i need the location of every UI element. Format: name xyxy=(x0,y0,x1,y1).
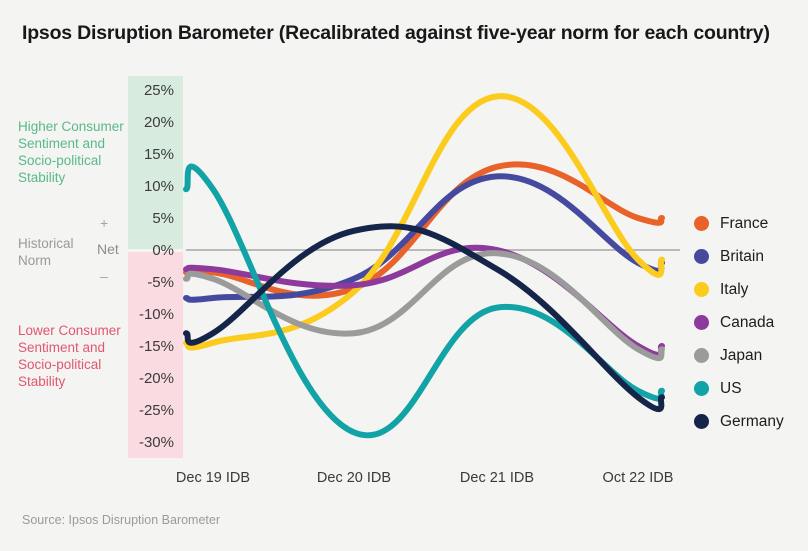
high-sentiment-annotation: Higher Consumer Sentiment and Socio-poli… xyxy=(18,119,124,185)
legend-color-dot-icon xyxy=(694,249,709,264)
legend-item-britain[interactable]: Britain xyxy=(694,240,784,273)
net-symbol: Net xyxy=(97,241,119,257)
series-line-japan xyxy=(183,250,665,362)
series-line-germany xyxy=(183,223,665,413)
y-tick-label: -10% xyxy=(138,306,174,323)
legend-item-label: Canada xyxy=(720,313,775,331)
low-sentiment-annotation: Lower Consumer Sentiment and Socio-polit… xyxy=(18,323,121,389)
legend-color-dot-icon xyxy=(694,315,709,330)
series-line-britain xyxy=(183,173,665,303)
y-tick-label: 25% xyxy=(143,82,174,99)
x-tick-label: Dec 20 IDB xyxy=(316,470,392,486)
y-tick-label: -25% xyxy=(138,402,174,419)
source-caption: Source: Ipsos Disruption Barometer xyxy=(22,513,221,527)
legend-color-dot-icon xyxy=(694,414,709,429)
y-axis-tick-labels: 25% 20% 15% 10% 5% 0% -5% -10% -15% -20% -25% -30% xyxy=(120,76,182,458)
legend-color-dot-icon xyxy=(694,282,709,297)
minus-symbol: – xyxy=(100,268,108,284)
legend-item-germany[interactable]: Germany xyxy=(694,405,784,438)
y-tick-label: 10% xyxy=(143,178,174,195)
y-tick-label: 0% xyxy=(152,242,174,259)
x-tick-label: Dec 21 IDB xyxy=(459,470,535,486)
legend-color-dot-icon xyxy=(694,381,709,396)
plus-symbol: + xyxy=(100,215,109,231)
legend-item-canada[interactable]: Canada xyxy=(694,306,784,339)
y-tick-label: -30% xyxy=(138,434,174,451)
y-tick-label: 20% xyxy=(143,114,174,131)
y-tick-label: 5% xyxy=(152,210,174,227)
legend-item-us[interactable]: US xyxy=(694,372,784,405)
series-line-italy xyxy=(183,93,665,351)
y-tick-label: -5% xyxy=(147,274,174,291)
legend-item-label: Japan xyxy=(720,346,763,364)
y-tick-label: -20% xyxy=(138,370,174,387)
legend-item-label: France xyxy=(720,214,769,232)
legend-color-dot-icon xyxy=(694,348,709,363)
legend-color-dot-icon xyxy=(694,216,709,231)
series-line-us xyxy=(183,163,665,439)
negative-sentiment-band xyxy=(128,252,183,458)
legend-item-label: Italy xyxy=(720,280,749,298)
legend-item-france[interactable]: France xyxy=(694,207,784,240)
legend-item-italy[interactable]: Italy xyxy=(694,273,784,306)
legend-item-label: Germany xyxy=(720,412,784,430)
positive-sentiment-band xyxy=(128,76,183,249)
y-tick-label: -15% xyxy=(138,338,174,355)
page-title: Ipsos Disruption Barometer (Recalibrated… xyxy=(22,22,770,44)
series-line-france xyxy=(183,161,665,299)
y-tick-label: 15% xyxy=(143,146,174,163)
legend-item-label: US xyxy=(720,379,742,397)
series-line-canada xyxy=(183,244,665,358)
chart-legend: France Britain Italy Canada Japan US Germany xyxy=(694,207,784,438)
legend-item-label: Britain xyxy=(720,247,764,265)
historical-norm-annotation: Historical Norm xyxy=(18,236,74,268)
x-tick-label: Oct 22 IDB xyxy=(602,470,674,486)
legend-item-japan[interactable]: Japan xyxy=(694,339,784,372)
x-tick-label: Dec 19 IDB xyxy=(175,470,251,486)
